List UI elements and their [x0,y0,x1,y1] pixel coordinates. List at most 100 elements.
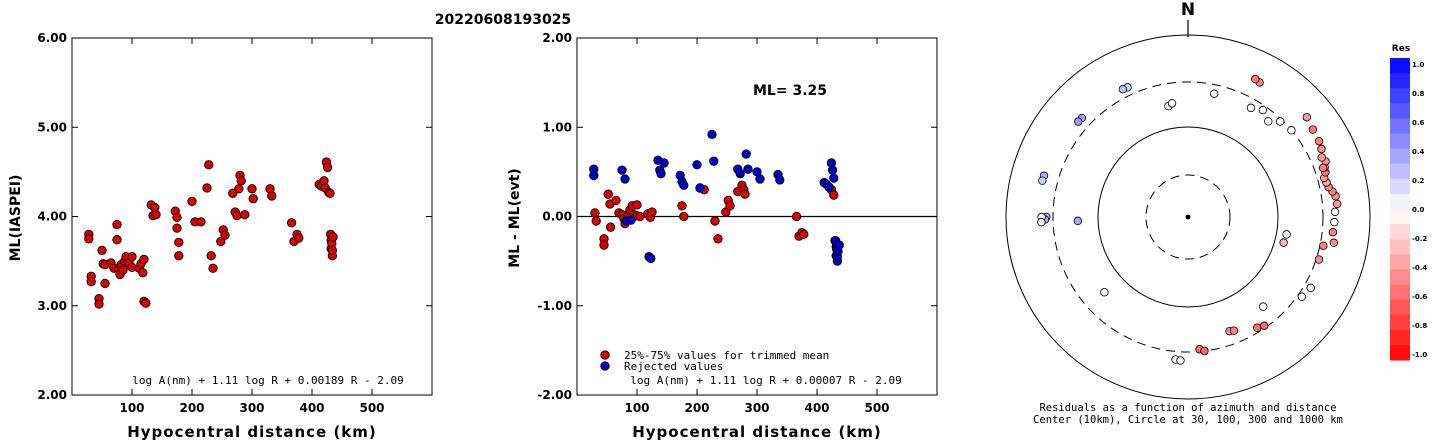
colorbar-swatch [1390,299,1410,316]
colorbar-swatch [1390,148,1410,165]
colorbar-tick-label: 0.4 [1412,148,1425,156]
chart1-data-point [236,176,246,186]
legend-label-trimmed: 25%-75% values for trimmed mean [624,349,829,362]
colorbar-swatch [1390,344,1410,361]
chart2-data-point [834,240,844,250]
caption-line-1: Residuals as a function of azimuth and d… [1039,402,1336,414]
chart2-data-point [725,201,735,211]
chart1-data-point [151,210,161,220]
station-point [1306,283,1315,293]
chart1-y-tick-label: 5.00 [37,120,67,134]
chart2-data-point [829,190,839,200]
chart2-data-point [755,174,765,184]
colorbar-tick-label: -0.4 [1412,264,1427,272]
distance-ring [1097,126,1279,308]
station-point [1200,346,1209,356]
chart2-data-point [791,211,802,222]
chart1-data-point [208,263,218,273]
chart1-data-point [232,210,242,221]
station-point [1276,117,1285,126]
chart2-y-tick-label: 0.00 [542,210,572,224]
chart2-data-point [656,169,666,179]
event-id-title: 20220608193025 [435,12,571,28]
colorbar-swatch [1390,118,1410,134]
station-point [1074,117,1083,126]
chart2-legend: 25%-75% values for trimmed mean Rejected… [600,349,829,373]
colorbar-tick-label: -0.6 [1412,293,1427,301]
station-point [1330,217,1339,227]
station-point [1314,137,1324,146]
station-point [1073,216,1083,226]
station-point [1176,356,1185,365]
colorbar-tick-label: 0.6 [1412,119,1425,127]
station-point [1302,113,1312,122]
chart2-data-point [626,215,636,225]
chart1-data-point [248,193,258,204]
chart2-data-point [743,164,753,174]
station-point [1167,99,1177,108]
chart1-data-point [267,191,277,201]
chart2-data-point [710,216,720,226]
chart1-data-point [172,223,182,233]
chart2-x-tick-label: 400 [804,401,829,415]
station-point [1333,199,1342,209]
colorbar-tick-label: 0.2 [1412,177,1425,185]
chart2-data-point [827,165,838,175]
chart2-data-point [775,175,785,185]
polar-residual-plot: N Residuals as a function of azimuth and… [1005,0,1371,426]
chart2-data-point [824,182,834,192]
chart1-xlabel: Hypocentral distance (km) [127,423,377,441]
chart1-y-tick-label: 2.00 [37,388,67,402]
chart1-data-point [139,254,149,264]
epicenter-marker [1185,214,1191,220]
station-point [1287,126,1296,135]
colorbar-swatch [1390,88,1410,104]
chart1-data-point [286,218,297,228]
chart2-data-point [611,195,621,206]
chart2-data-point [709,156,719,166]
station-point [1330,207,1340,217]
chart1-data-point [112,235,122,245]
chart2-data-point [603,189,613,199]
colorbar-tick-label: 0.8 [1412,90,1425,98]
chart2-data-point [620,174,630,184]
colorbar-swatch [1390,178,1410,195]
legend-marker-trimmed [600,350,610,360]
chart1-data-point [94,299,104,309]
chart2-data-point [647,207,657,217]
chart2-y-ticks: -2.00 -1.00 0.00 1.00 2.00 [537,31,937,402]
chart2-points [589,129,844,266]
chart1-data-point [118,265,128,275]
chart1-data-point [328,232,338,242]
ml-annotation: ML= 3.25 [753,83,827,99]
chart1-data-point [172,212,182,223]
colorbar-swatch [1390,284,1410,301]
chart1-y-tick-label: 6.00 [37,31,67,45]
chart2-data-point [635,211,645,222]
chart1-x-tick-label: 500 [359,401,384,415]
station-point [1252,323,1262,332]
chart1-data-point [325,188,335,198]
chart2-data-point [659,158,669,168]
chart2-y-tick-label: 1.00 [542,120,572,134]
station-point [1118,85,1128,94]
chart1-data-point [204,160,214,170]
distance-ring [1052,81,1324,353]
chart1-x-tick-label: 400 [299,401,324,415]
colorbar-swatch [1390,73,1410,89]
colorbar-title: Res [1392,44,1410,54]
station-point [1329,238,1339,247]
chart2-data-point [741,149,751,159]
colorbar-swatch [1390,133,1410,150]
colorbar-swatch [1390,209,1410,225]
chart2-x-tick-label: 300 [744,401,769,415]
chart2-x-tick-label: 500 [864,401,889,415]
chart1-data-point [294,233,304,243]
chart2-x-ticks: 100 200 300 400 500 [624,38,890,415]
chart1-data-point [247,184,257,194]
chart2-data-point [713,234,723,244]
colorbar-swatch [1390,103,1410,119]
chart2-data-point [799,229,809,240]
chart1-data-point [127,252,137,262]
station-point [1282,230,1291,239]
